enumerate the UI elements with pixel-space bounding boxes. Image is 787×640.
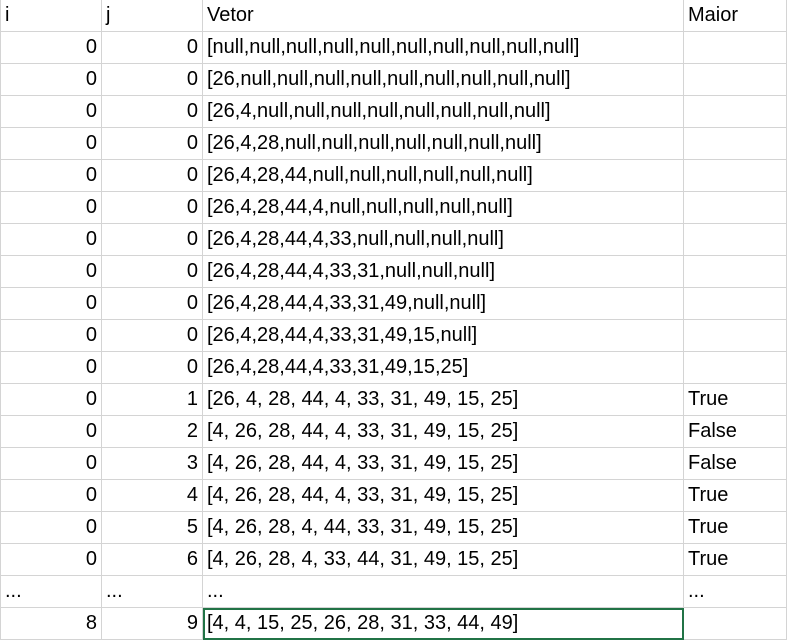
table-cell-j[interactable]: 0 [102, 64, 203, 96]
table-cell-maior[interactable] [684, 64, 787, 96]
header-cell-i[interactable]: i [0, 0, 102, 32]
table-cell-j[interactable]: 0 [102, 224, 203, 256]
table-cell-i[interactable]: 0 [0, 32, 102, 64]
table-cell-maior[interactable]: ... [684, 576, 787, 608]
table-cell-j[interactable]: 0 [102, 32, 203, 64]
table-cell-j[interactable]: 0 [102, 352, 203, 384]
header-cell-j[interactable]: j [102, 0, 203, 32]
table-cell-j[interactable]: ... [102, 576, 203, 608]
table-cell-i[interactable]: ... [0, 576, 102, 608]
table-cell-maior[interactable] [684, 288, 787, 320]
table-cell-j[interactable]: 3 [102, 448, 203, 480]
table-cell-maior[interactable]: True [684, 544, 787, 576]
table-cell-i[interactable]: 0 [0, 320, 102, 352]
table-cell-maior[interactable]: True [684, 480, 787, 512]
table-cell-i[interactable]: 0 [0, 128, 102, 160]
table-cell-vetor[interactable]: [26,4,28,44,4,33,31,null,null,null] [203, 256, 684, 288]
table-cell-i[interactable]: 0 [0, 448, 102, 480]
table-cell-j[interactable]: 0 [102, 288, 203, 320]
table-cell-i[interactable]: 0 [0, 224, 102, 256]
table-cell-j[interactable]: 0 [102, 160, 203, 192]
table-cell-j[interactable]: 4 [102, 480, 203, 512]
table-cell-j[interactable]: 0 [102, 256, 203, 288]
table-cell-vetor[interactable]: [4, 26, 28, 44, 4, 33, 31, 49, 15, 25] [203, 448, 684, 480]
table-cell-i[interactable]: 0 [0, 64, 102, 96]
table-cell-vetor[interactable]: [26,4,28,44,null,null,null,null,null,nul… [203, 160, 684, 192]
table-cell-j[interactable]: 0 [102, 96, 203, 128]
table-cell-maior[interactable] [684, 96, 787, 128]
table-cell-i[interactable]: 0 [0, 352, 102, 384]
selected-cell-vetor[interactable]: [4, 4, 15, 25, 26, 28, 31, 33, 44, 49] [203, 608, 684, 640]
table-cell-j[interactable]: 9 [102, 608, 203, 640]
table-cell-maior[interactable] [684, 128, 787, 160]
table-cell-vetor[interactable]: [26, 4, 28, 44, 4, 33, 31, 49, 15, 25] [203, 384, 684, 416]
table-cell-j[interactable]: 0 [102, 128, 203, 160]
table-cell-maior[interactable]: False [684, 448, 787, 480]
table-cell-j[interactable]: 2 [102, 416, 203, 448]
table-cell-j[interactable]: 5 [102, 512, 203, 544]
table-cell-i[interactable]: 0 [0, 256, 102, 288]
table-cell-i[interactable]: 0 [0, 192, 102, 224]
table-cell-maior[interactable]: True [684, 384, 787, 416]
table-cell-maior[interactable] [684, 256, 787, 288]
table-cell-i[interactable]: 0 [0, 384, 102, 416]
table-cell-maior[interactable] [684, 32, 787, 64]
table-cell-vetor[interactable]: [26,4,28,null,null,null,null,null,null,n… [203, 128, 684, 160]
table-cell-maior[interactable] [684, 320, 787, 352]
table-cell-j[interactable]: 1 [102, 384, 203, 416]
table-cell-i[interactable]: 0 [0, 480, 102, 512]
table-cell-vetor[interactable]: [26,4,28,44,4,33,31,49,null,null] [203, 288, 684, 320]
table-cell-maior[interactable]: True [684, 512, 787, 544]
table-cell-i[interactable]: 0 [0, 288, 102, 320]
table-cell-maior[interactable]: False [684, 416, 787, 448]
table-cell-j[interactable]: 6 [102, 544, 203, 576]
table-cell-vetor[interactable]: [26,4,28,44,4,33,null,null,null,null] [203, 224, 684, 256]
table-cell-vetor[interactable]: [4, 26, 28, 4, 33, 44, 31, 49, 15, 25] [203, 544, 684, 576]
header-cell-vetor[interactable]: Vetor [203, 0, 684, 32]
table-cell-maior[interactable] [684, 224, 787, 256]
table-cell-i[interactable]: 0 [0, 160, 102, 192]
table-cell-maior[interactable] [684, 160, 787, 192]
table-cell-vetor[interactable]: [4, 26, 28, 44, 4, 33, 31, 49, 15, 25] [203, 480, 684, 512]
table-cell-i[interactable]: 0 [0, 416, 102, 448]
table-cell-vetor[interactable]: [26,4,null,null,null,null,null,null,null… [203, 96, 684, 128]
table-cell-vetor[interactable]: ... [203, 576, 684, 608]
table-cell-i[interactable]: 0 [0, 512, 102, 544]
table-cell-maior[interactable] [684, 608, 787, 640]
table-cell-j[interactable]: 0 [102, 192, 203, 224]
table-cell-i[interactable]: 8 [0, 608, 102, 640]
table-cell-i[interactable]: 0 [0, 544, 102, 576]
table-cell-vetor[interactable]: [4, 26, 28, 4, 44, 33, 31, 49, 15, 25] [203, 512, 684, 544]
table-cell-vetor[interactable]: [4, 26, 28, 44, 4, 33, 31, 49, 15, 25] [203, 416, 684, 448]
table-cell-maior[interactable] [684, 192, 787, 224]
table-cell-maior[interactable] [684, 352, 787, 384]
table-cell-j[interactable]: 0 [102, 320, 203, 352]
table-cell-vetor[interactable]: [26,4,28,44,4,33,31,49,15,25] [203, 352, 684, 384]
header-cell-maior[interactable]: Maior [684, 0, 787, 32]
table-cell-i[interactable]: 0 [0, 96, 102, 128]
table-cell-vetor[interactable]: [26,4,28,44,4,null,null,null,null,null] [203, 192, 684, 224]
table-cell-vetor[interactable]: [26,null,null,null,null,null,null,null,n… [203, 64, 684, 96]
table-cell-vetor[interactable]: [26,4,28,44,4,33,31,49,15,null] [203, 320, 684, 352]
table-cell-vetor[interactable]: [null,null,null,null,null,null,null,null… [203, 32, 684, 64]
